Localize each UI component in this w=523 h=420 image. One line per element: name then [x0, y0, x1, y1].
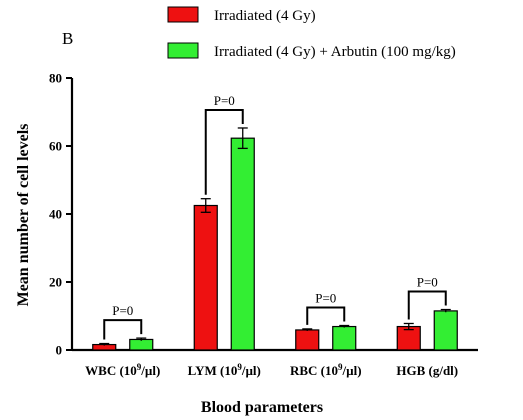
y-tick-label: 80: [49, 71, 62, 86]
legend-label-irradiated: Irradiated (4 Gy): [214, 8, 316, 24]
y-tick-label: 60: [49, 139, 62, 154]
bar-arbutin: [433, 310, 458, 351]
y-axis: 0 20 40 60 80: [49, 71, 74, 358]
x-axis: WBC (109/µl) LYM (109/µl) RBC (109/µl) HGB …: [72, 348, 478, 378]
significance-bracket: [407, 290, 447, 320]
bar-arbutin: [129, 338, 154, 351]
x-axis-title: Blood parameters: [201, 399, 323, 416]
y-axis-title: Mean number of cell levels: [15, 124, 32, 307]
y-tick-label: 40: [49, 207, 62, 222]
legend-label-arbutin: Irradiated (4 Gy) + Arbutin (100 mg/kg): [214, 44, 456, 60]
x-tick-label: HGB (g/dl): [396, 363, 458, 378]
p-value-label: P=0: [214, 93, 235, 108]
bar-irradiated: [193, 204, 218, 351]
x-tick-label: WBC (109/µl): [85, 362, 160, 378]
significance-bracket: [204, 108, 244, 195]
panel-label: B: [62, 29, 73, 48]
significance-bracket: [306, 306, 346, 325]
p-value-label: P=0: [417, 275, 438, 290]
bar-arbutin: [230, 137, 255, 351]
bar-arbutin: [332, 325, 357, 351]
bar-irradiated: [295, 329, 320, 351]
legend-swatch-arbutin: [167, 42, 199, 59]
p-value-label: P=0: [315, 291, 336, 306]
p-value-label: P=0: [112, 303, 133, 318]
y-tick-label: 0: [56, 343, 63, 358]
bars: [92, 127, 458, 351]
y-tick-label: 20: [49, 275, 62, 290]
legend: Irradiated (4 Gy) Irradiated (4 Gy) + Ar…: [167, 6, 456, 60]
significance-annotations: P=0 P=0 P=0 P=0: [103, 93, 447, 340]
legend-swatch-irradiated: [167, 6, 199, 23]
x-tick-label: LYM (109/µl): [188, 362, 261, 378]
x-tick-label: RBC (109/µl): [290, 362, 362, 378]
significance-bracket: [103, 319, 143, 340]
